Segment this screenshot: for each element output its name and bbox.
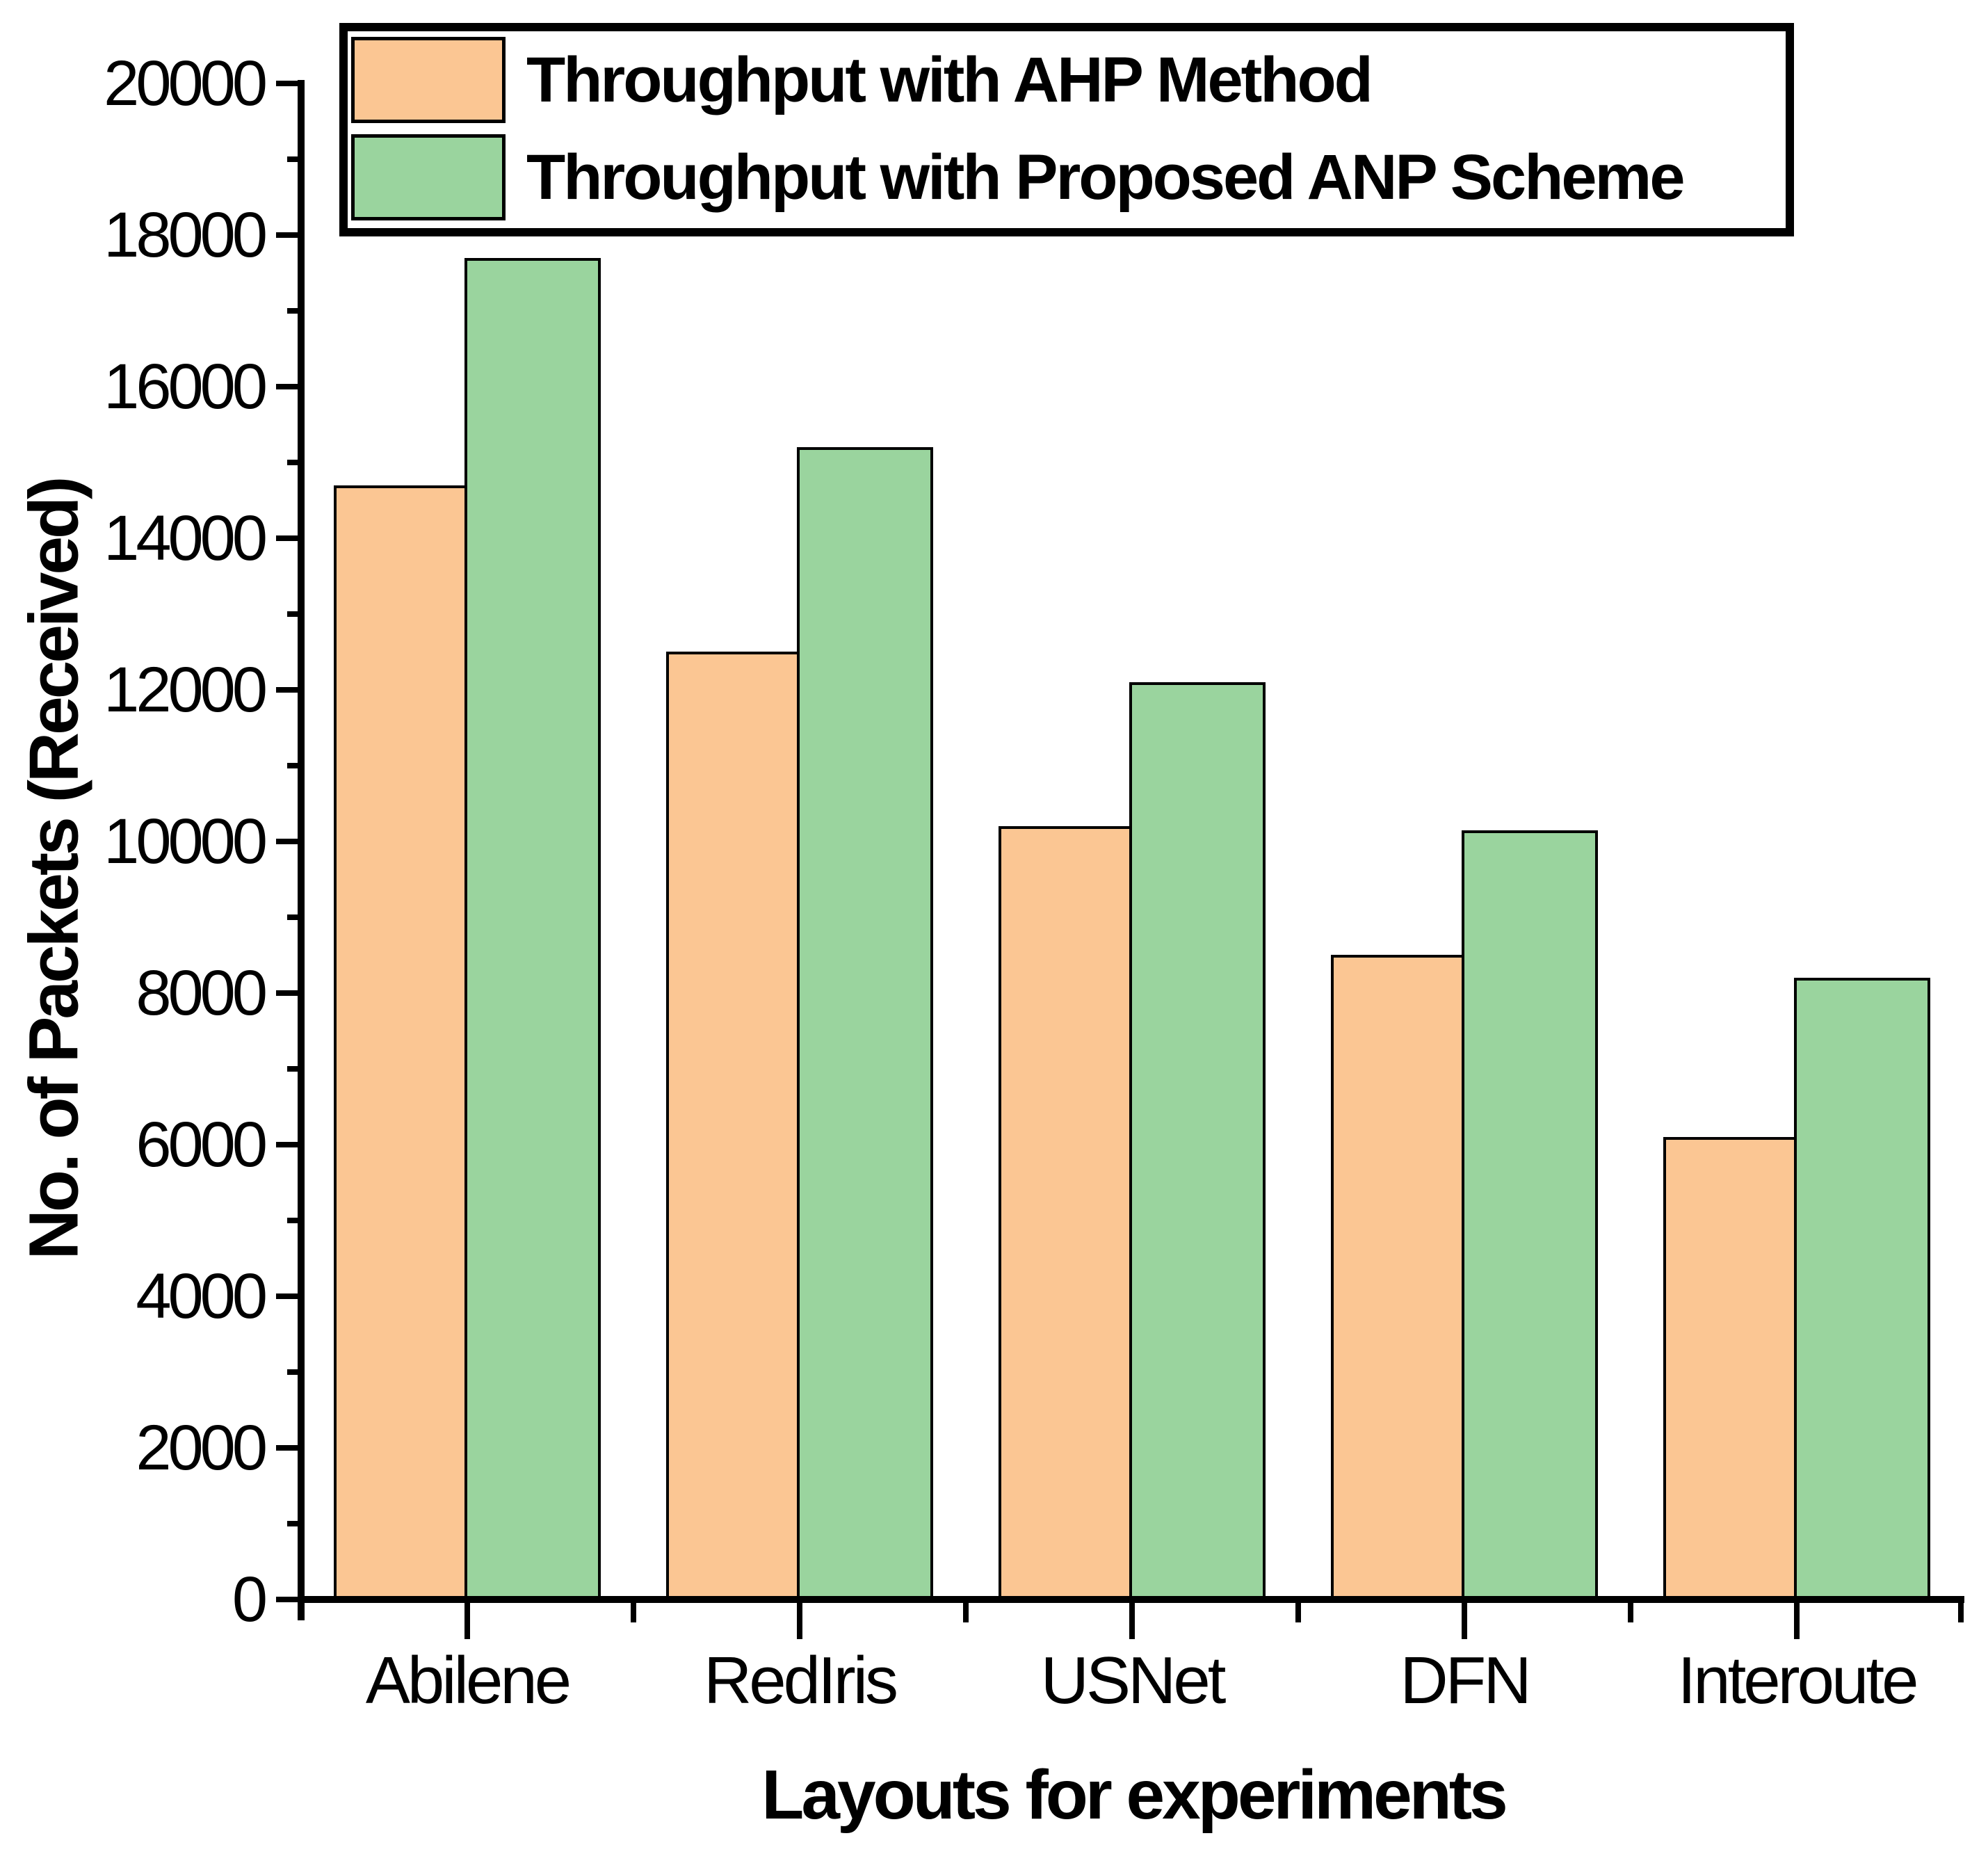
y-axis-title: No. of Packets (Received) xyxy=(15,478,93,1260)
y-major-tick xyxy=(276,535,301,541)
x-tick-label-interoute: Interoute xyxy=(1677,1643,1919,1718)
y-tick-label: 8000 xyxy=(136,958,268,1029)
x-minor-tick xyxy=(963,1603,969,1622)
y-minor-tick xyxy=(287,1521,301,1526)
y-minor-tick xyxy=(287,460,301,465)
legend-label-anp: Throughput with Proposed ANP Scheme xyxy=(526,141,1686,213)
x-major-tick xyxy=(797,1603,802,1639)
legend-swatch-ahp xyxy=(351,37,506,123)
x-minor-tick xyxy=(1958,1603,1964,1622)
x-tick-label-rediris: RedIris xyxy=(703,1643,898,1718)
y-tick-label: 4000 xyxy=(136,1261,268,1332)
y-tick-label: 0 xyxy=(232,1564,268,1635)
x-tick-label-abilene: Abilene xyxy=(365,1643,572,1718)
bar-ahp-dfn xyxy=(1331,955,1464,1603)
x-major-tick xyxy=(464,1603,470,1639)
y-minor-tick xyxy=(287,1218,301,1223)
y-tick-label: 12000 xyxy=(104,654,268,725)
y-minor-tick xyxy=(287,1369,301,1375)
legend-label-ahp: Throughput with AHP Method xyxy=(526,44,1373,115)
y-tick-label: 2000 xyxy=(136,1412,268,1483)
y-minor-tick xyxy=(287,1066,301,1072)
y-tick-label: 10000 xyxy=(104,806,268,877)
y-major-tick xyxy=(276,1293,301,1299)
x-minor-tick xyxy=(1295,1603,1301,1622)
x-tick-label-usnet: USNet xyxy=(1040,1643,1227,1718)
y-major-tick xyxy=(276,839,301,844)
x-minor-tick xyxy=(631,1603,636,1622)
y-minor-tick xyxy=(287,308,301,314)
y-major-tick xyxy=(276,1142,301,1147)
x-major-tick xyxy=(1129,1603,1135,1639)
y-minor-tick xyxy=(287,156,301,162)
legend: Throughput with AHP Method Throughput wi… xyxy=(339,23,1794,236)
y-major-tick xyxy=(276,687,301,693)
x-axis-title: Layouts for experiments xyxy=(761,1756,1508,1834)
y-tick-label: 16000 xyxy=(104,351,268,422)
x-major-tick xyxy=(1794,1603,1800,1639)
bar-ahp-rediris xyxy=(666,652,800,1603)
y-major-tick xyxy=(276,1445,301,1451)
bar-anp-rediris xyxy=(797,447,933,1603)
y-minor-tick xyxy=(287,763,301,768)
bar-anp-dfn xyxy=(1462,830,1598,1603)
y-tick-label: 20000 xyxy=(104,48,268,119)
x-minor-tick xyxy=(1628,1603,1633,1622)
bar-anp-interoute xyxy=(1794,978,1930,1603)
y-major-tick xyxy=(276,232,301,238)
y-minor-tick xyxy=(287,914,301,920)
x-axis-line xyxy=(298,1596,1964,1603)
legend-swatch-anp xyxy=(351,134,506,220)
y-tick-label: 6000 xyxy=(136,1109,268,1180)
y-minor-tick xyxy=(287,611,301,617)
y-tick-label: 14000 xyxy=(104,503,268,574)
bar-anp-abilene xyxy=(464,258,601,1603)
bar-ahp-abilene xyxy=(334,485,467,1603)
y-tick-label: 18000 xyxy=(104,200,268,271)
bar-ahp-usnet xyxy=(999,826,1132,1603)
x-tick-label-dfn: DFN xyxy=(1400,1643,1531,1718)
y-axis-line xyxy=(298,80,305,1620)
y-major-tick xyxy=(276,990,301,996)
bar-anp-usnet xyxy=(1129,682,1266,1603)
bar-ahp-interoute xyxy=(1663,1137,1797,1603)
y-major-tick xyxy=(276,81,301,86)
y-major-tick xyxy=(276,384,301,389)
x-major-tick xyxy=(1462,1603,1467,1639)
y-major-tick xyxy=(276,1597,301,1602)
